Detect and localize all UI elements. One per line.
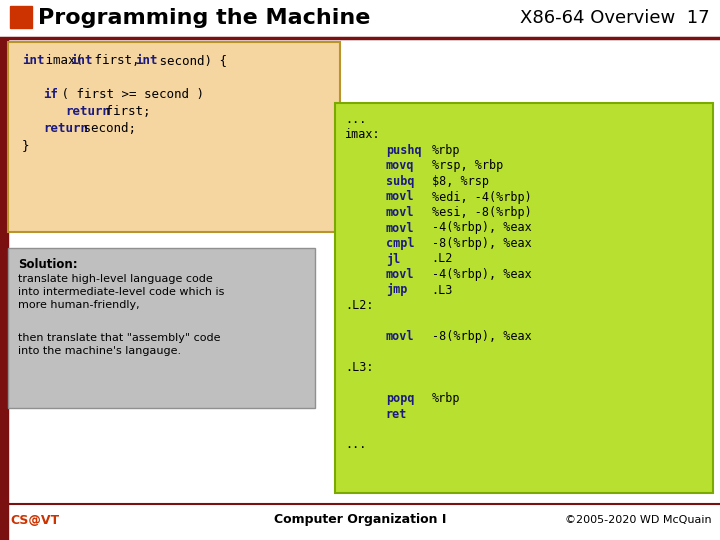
Text: return: return <box>66 105 110 118</box>
Text: if: if <box>44 88 58 101</box>
Text: int: int <box>22 54 45 67</box>
Text: .L3: .L3 <box>432 284 453 296</box>
Text: ...: ... <box>345 113 366 126</box>
Text: return: return <box>44 122 89 135</box>
Text: %rsp, %rbp: %rsp, %rbp <box>432 159 503 172</box>
Text: ©2005-2020 WD McQuain: ©2005-2020 WD McQuain <box>565 515 712 525</box>
Text: .L3:: .L3: <box>345 361 374 374</box>
Text: -4(%rbp), %eax: -4(%rbp), %eax <box>432 268 531 281</box>
Text: -8(%rbp), %eax: -8(%rbp), %eax <box>432 237 531 250</box>
Text: Programming the Machine: Programming the Machine <box>38 8 370 28</box>
Text: Solution:: Solution: <box>18 258 78 271</box>
Text: jl: jl <box>386 253 400 266</box>
Bar <box>8 248 315 408</box>
Text: translate high-level language code
into intermediate-level code which is
more hu: translate high-level language code into … <box>18 274 225 310</box>
Text: cmpl: cmpl <box>386 237 414 250</box>
Text: movq: movq <box>386 159 414 172</box>
Text: CS@VT: CS@VT <box>10 514 59 526</box>
Text: ( first >= second ): ( first >= second ) <box>55 88 204 101</box>
Text: %edi, -4(%rbp): %edi, -4(%rbp) <box>432 191 531 204</box>
Text: movl: movl <box>386 191 414 204</box>
Text: int: int <box>71 54 93 67</box>
Text: jmp: jmp <box>386 284 408 296</box>
Text: movl: movl <box>386 330 414 343</box>
Text: -8(%rbp), %eax: -8(%rbp), %eax <box>432 330 531 343</box>
Text: Computer Organization I: Computer Organization I <box>274 514 446 526</box>
Text: movl: movl <box>386 206 414 219</box>
Text: first;: first; <box>98 105 150 118</box>
Text: $8, %rsp: $8, %rsp <box>432 175 489 188</box>
Bar <box>335 103 713 493</box>
Text: movl: movl <box>386 221 414 234</box>
Text: -4(%rbp), %eax: -4(%rbp), %eax <box>432 221 531 234</box>
Text: .L2:: .L2: <box>345 299 374 312</box>
Text: first,: first, <box>87 54 154 67</box>
Bar <box>0 38 8 540</box>
Text: popq: popq <box>386 392 414 405</box>
Text: movl: movl <box>386 268 414 281</box>
Text: ...: ... <box>345 438 366 451</box>
Text: int: int <box>135 54 158 67</box>
Text: second) {: second) { <box>152 54 227 67</box>
Text: %esi, -8(%rbp): %esi, -8(%rbp) <box>432 206 531 219</box>
Text: subq: subq <box>386 175 414 188</box>
Text: second;: second; <box>76 122 136 135</box>
Text: }: } <box>22 139 30 152</box>
Text: %rbp: %rbp <box>432 392 460 405</box>
Text: .L2: .L2 <box>432 253 453 266</box>
Text: then translate that "assembly" code
into the machine's langauge.: then translate that "assembly" code into… <box>18 333 220 356</box>
Bar <box>10 6 32 28</box>
Bar <box>8 42 340 232</box>
Text: X86-64 Overview  17: X86-64 Overview 17 <box>521 9 710 27</box>
Text: imax(: imax( <box>38 54 84 67</box>
Text: pushq: pushq <box>386 144 421 157</box>
Text: %rbp: %rbp <box>432 144 460 157</box>
Text: imax:: imax: <box>345 129 381 141</box>
Text: ret: ret <box>386 408 408 421</box>
